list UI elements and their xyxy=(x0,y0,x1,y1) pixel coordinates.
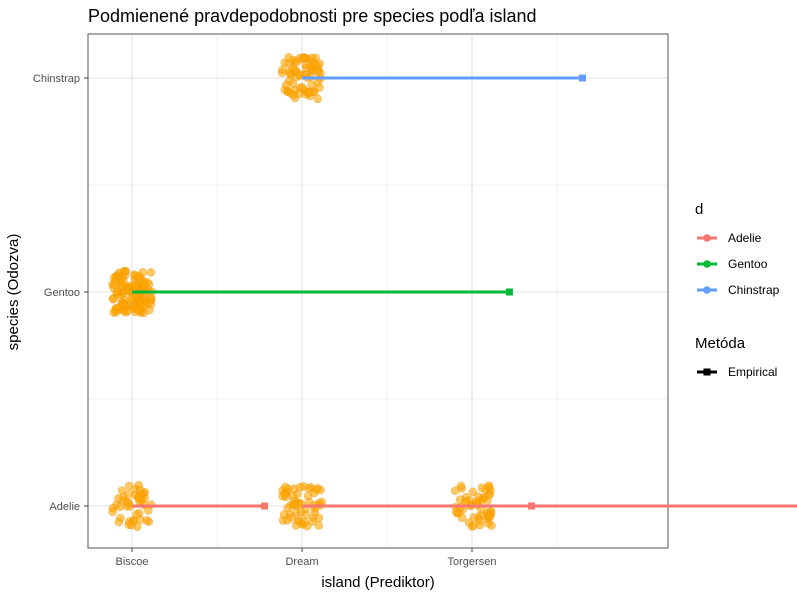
legend-method-key-marker xyxy=(703,368,711,376)
data-point xyxy=(280,482,290,492)
data-point xyxy=(126,295,136,305)
data-point xyxy=(290,57,300,67)
y-tick-label: Chinstrap xyxy=(33,73,80,85)
probability-end-marker xyxy=(579,74,586,82)
data-point xyxy=(281,80,291,90)
x-tick-label: Dream xyxy=(285,556,318,568)
data-point xyxy=(313,67,323,77)
legend-d-title: d xyxy=(695,201,703,218)
legend-d-key-point xyxy=(703,234,711,242)
data-point xyxy=(280,490,289,499)
plot-panel-border xyxy=(87,33,669,549)
data-point xyxy=(307,53,317,63)
data-point xyxy=(109,273,119,283)
data-point xyxy=(147,293,156,303)
legend-d-label: Gentoo xyxy=(728,257,768,271)
data-point xyxy=(301,510,311,520)
data-point xyxy=(457,513,467,523)
data-point xyxy=(109,294,118,304)
data-point xyxy=(451,507,461,517)
data-point xyxy=(313,94,322,104)
data-point xyxy=(116,513,125,523)
probability-segments-layer xyxy=(132,74,797,510)
data-point xyxy=(288,79,298,88)
chart-title: Podmienené pravdepodobnosti pre species … xyxy=(88,6,537,26)
data-point xyxy=(127,520,136,530)
data-point xyxy=(486,510,496,520)
data-point xyxy=(450,486,460,496)
y-axis-label: species (Odozva) xyxy=(5,234,22,351)
data-point xyxy=(299,53,309,63)
data-point xyxy=(144,506,153,515)
data-point xyxy=(108,507,117,517)
data-point xyxy=(136,301,146,311)
data-point xyxy=(119,277,128,287)
y-tick-label: Adelie xyxy=(49,501,80,513)
legend-d-label: Chinstrap xyxy=(728,283,780,297)
data-point xyxy=(456,481,466,491)
data-point xyxy=(289,90,298,100)
data-point xyxy=(120,266,130,276)
data-point xyxy=(134,480,143,490)
data-point xyxy=(289,500,299,509)
data-point xyxy=(315,83,324,92)
legend-method-label: Empirical xyxy=(728,365,777,379)
data-point xyxy=(485,489,495,499)
data-point xyxy=(278,65,287,75)
data-point xyxy=(469,521,478,530)
data-point xyxy=(134,492,143,502)
probability-end-marker xyxy=(505,288,513,296)
data-point xyxy=(316,485,325,495)
data-point xyxy=(293,515,303,524)
legend-d-label: Adelie xyxy=(728,231,762,245)
data-point xyxy=(132,510,141,519)
data-point xyxy=(134,272,144,281)
data-point xyxy=(117,299,127,309)
probability-end-marker xyxy=(261,502,269,510)
data-point xyxy=(314,521,324,530)
data-point xyxy=(304,87,314,97)
data-point xyxy=(295,70,304,79)
data-point xyxy=(299,481,308,491)
data-point xyxy=(305,62,315,71)
data-point xyxy=(124,481,134,491)
data-point xyxy=(144,517,153,526)
data-point xyxy=(297,82,307,92)
data-point xyxy=(307,517,317,526)
data-point xyxy=(474,492,483,501)
data-point xyxy=(283,515,292,525)
legend-method-title: Metóda xyxy=(695,335,746,352)
x-tick-label: Biscoe xyxy=(115,556,148,568)
x-axis-label: island (Prediktor) xyxy=(321,574,434,591)
data-point xyxy=(111,307,121,317)
data-point xyxy=(468,487,478,497)
data-point xyxy=(115,502,125,512)
legend-d-key-point xyxy=(703,286,711,294)
y-tick-label: Gentoo xyxy=(44,287,80,299)
data-point xyxy=(289,484,299,494)
data-point xyxy=(124,489,133,499)
data-point xyxy=(146,267,156,277)
data-point xyxy=(469,513,479,522)
x-tick-label: Torgersen xyxy=(448,556,497,568)
legend-d-key-point xyxy=(703,260,711,268)
